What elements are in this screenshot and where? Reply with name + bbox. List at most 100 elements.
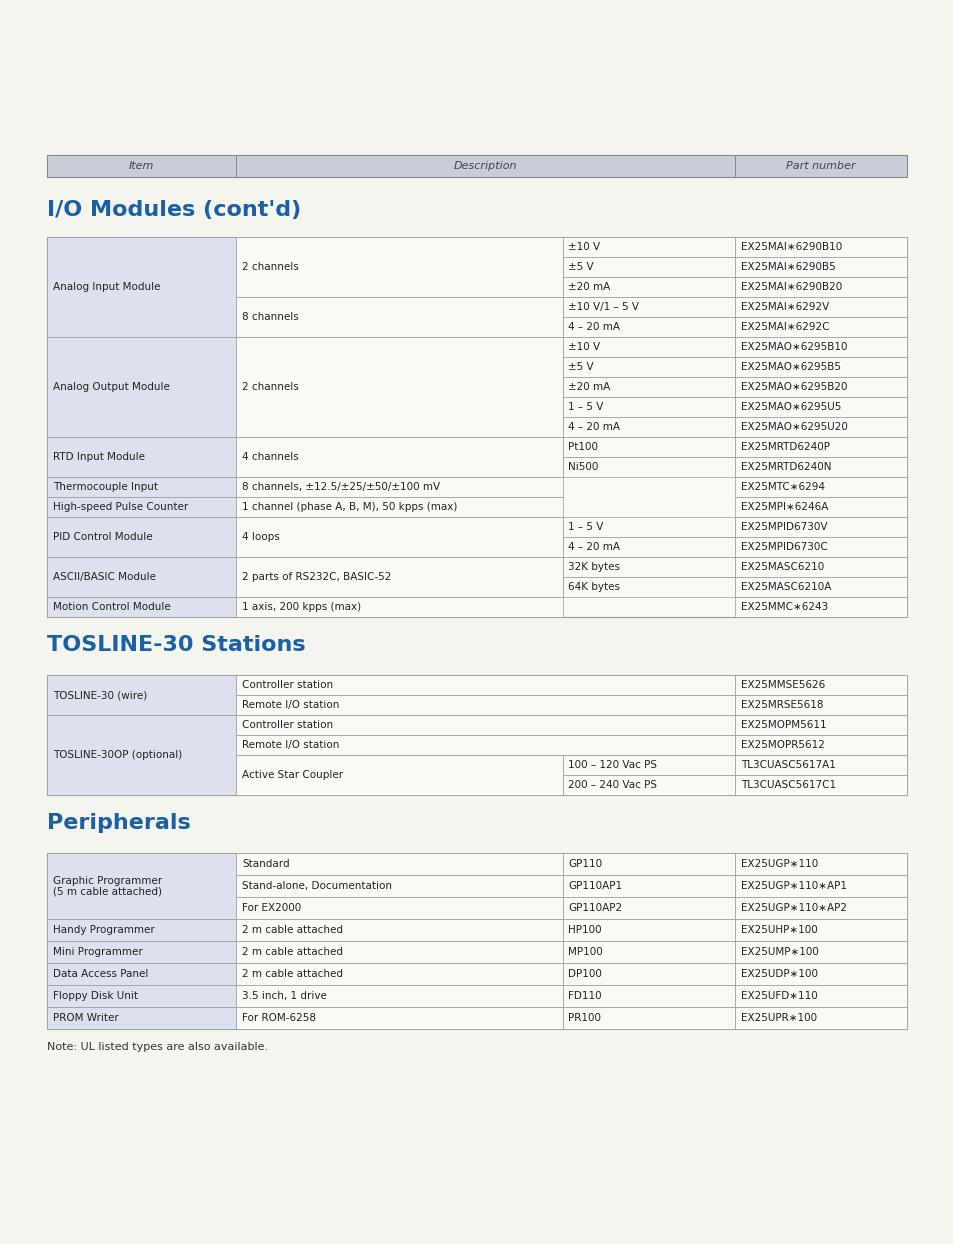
Bar [47,963,235,985]
Text: Active Star Coupler: Active Star Coupler [242,770,343,780]
Bar [734,498,906,518]
Bar [47,557,235,597]
Bar [734,297,906,317]
Bar [47,940,235,963]
Bar [734,377,906,397]
Text: 1 – 5 V: 1 – 5 V [567,402,602,412]
Bar [734,437,906,457]
Text: Data Access Panel: Data Access Panel [53,969,149,979]
Text: EX25MRSE5618: EX25MRSE5618 [740,700,822,710]
Text: For EX2000: For EX2000 [242,903,301,913]
Bar [734,963,906,985]
Bar [47,919,235,940]
Text: EX25MMSE5626: EX25MMSE5626 [740,680,824,690]
Text: EX25MPI∗6246A: EX25MPI∗6246A [740,503,827,513]
Bar [734,476,906,498]
Bar [562,963,734,985]
Text: Controller station: Controller station [242,720,333,730]
Text: EX25MAO∗6295U20: EX25MAO∗6295U20 [740,422,847,432]
Text: High-speed Pulse Counter: High-speed Pulse Counter [53,503,188,513]
Bar [562,557,734,577]
Bar [734,775,906,795]
Bar [734,597,906,617]
Text: Floppy Disk Unit: Floppy Disk Unit [53,991,138,1001]
Text: EX25MAI∗6290B5: EX25MAI∗6290B5 [740,262,835,272]
Text: Controller station: Controller station [242,680,333,690]
Bar [734,397,906,417]
Text: EX25MAO∗6295B10: EX25MAO∗6295B10 [740,342,846,352]
Text: EX25MPID6730C: EX25MPID6730C [740,542,827,552]
Text: Thermocouple Input: Thermocouple Input [53,481,158,491]
Bar [734,695,906,715]
Text: EX25MOPM5611: EX25MOPM5611 [740,720,825,730]
Bar [235,156,734,177]
Bar [562,457,734,476]
Bar [562,277,734,297]
Bar [235,985,562,1006]
Bar [734,675,906,695]
Bar [47,715,235,795]
Text: EX25MTC∗6294: EX25MTC∗6294 [740,481,824,491]
Text: Ni500: Ni500 [567,462,598,471]
Text: GP110AP2: GP110AP2 [567,903,621,913]
Bar [734,258,906,277]
Text: EX25UGP∗110∗AP2: EX25UGP∗110∗AP2 [740,903,846,913]
Bar [562,775,734,795]
Bar [47,1006,235,1029]
Text: PR100: PR100 [567,1013,600,1023]
Text: EX25MOPR5612: EX25MOPR5612 [740,740,824,750]
Bar [47,853,906,1029]
Bar [562,755,734,775]
Bar [562,940,734,963]
Bar [235,498,562,518]
Text: EX25MAO∗6295B5: EX25MAO∗6295B5 [740,362,841,372]
Bar [734,337,906,357]
Text: ±10 V: ±10 V [567,243,599,253]
Text: 2 m cable attached: 2 m cable attached [242,947,343,957]
Bar [734,238,906,258]
Bar [734,156,906,177]
Text: 8 channels: 8 channels [242,312,298,322]
Text: Analog Input Module: Analog Input Module [53,282,160,292]
Text: ASCII/BASIC Module: ASCII/BASIC Module [53,572,156,582]
Text: EX25UPR∗100: EX25UPR∗100 [740,1013,817,1023]
Text: EX25MPID6730V: EX25MPID6730V [740,522,826,532]
Bar [562,297,734,317]
Bar [47,518,235,557]
Bar [734,897,906,919]
Text: EX25MRTD6240P: EX25MRTD6240P [740,442,829,452]
Bar [734,875,906,897]
Text: (5 m cable attached): (5 m cable attached) [53,887,162,897]
Bar [562,537,734,557]
Bar [734,457,906,476]
Bar [235,853,562,875]
Bar [47,476,235,498]
Text: EX25UMP∗100: EX25UMP∗100 [740,947,818,957]
Bar [562,875,734,897]
Text: EX25UGP∗110∗AP1: EX25UGP∗110∗AP1 [740,881,846,891]
Text: EX25UDP∗100: EX25UDP∗100 [740,969,817,979]
Bar [235,238,562,297]
Bar [47,597,235,617]
Bar [734,537,906,557]
Text: EX25UFD∗110: EX25UFD∗110 [740,991,817,1001]
Text: ±5 V: ±5 V [567,362,593,372]
Text: TL3CUASC5617A1: TL3CUASC5617A1 [740,760,835,770]
Text: For ROM-6258: For ROM-6258 [242,1013,315,1023]
Text: FD110: FD110 [567,991,601,1001]
Text: 4 – 20 mA: 4 – 20 mA [567,322,619,332]
Text: TOSLINE-30OP (optional): TOSLINE-30OP (optional) [53,750,182,760]
Bar [235,940,562,963]
Text: I/O Modules (cont'd): I/O Modules (cont'd) [47,200,301,220]
Text: 4 – 20 mA: 4 – 20 mA [567,542,619,552]
Text: 2 channels: 2 channels [242,262,298,272]
Bar [562,417,734,437]
Bar [734,985,906,1006]
Text: Note: UL listed types are also available.: Note: UL listed types are also available… [47,1042,268,1052]
Bar [235,557,562,597]
Text: Mini Programmer: Mini Programmer [53,947,143,957]
Bar [235,875,562,897]
Text: 8 channels, ±12.5/±25/±50/±100 mV: 8 channels, ±12.5/±25/±50/±100 mV [242,481,439,491]
Bar [734,853,906,875]
Text: EX25MAI∗6290B20: EX25MAI∗6290B20 [740,282,841,292]
